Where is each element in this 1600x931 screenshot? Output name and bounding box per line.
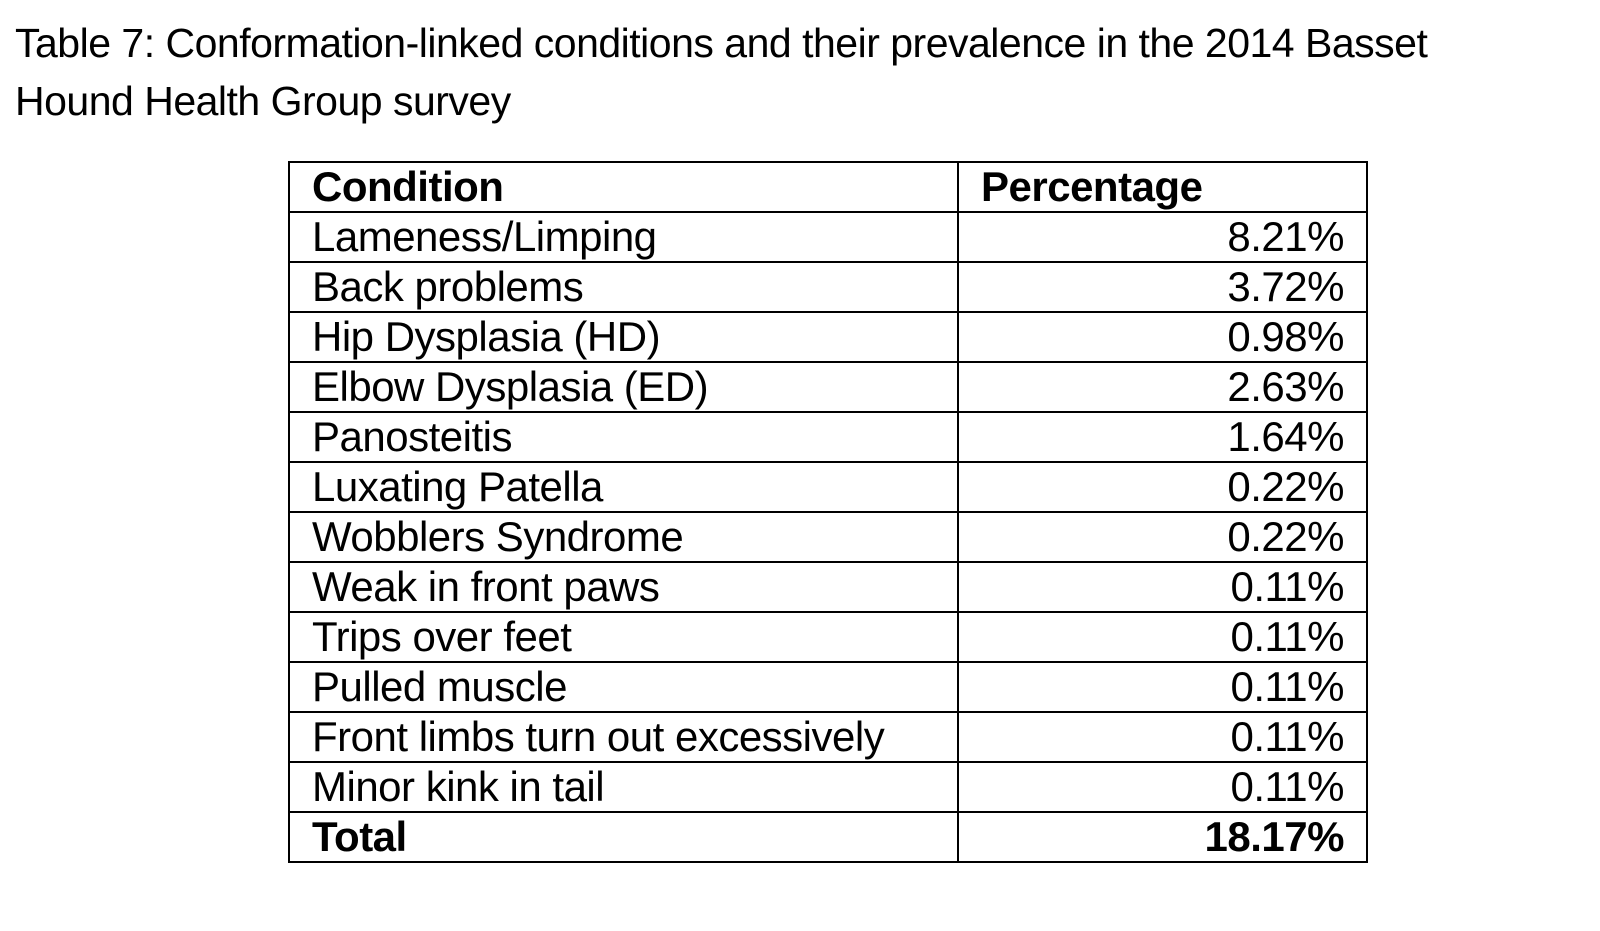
table-row: Lameness/Limping 8.21% <box>288 211 1368 263</box>
table-row: Hip Dysplasia (HD) 0.98% <box>288 311 1368 363</box>
condition-cell: Weak in front paws <box>288 561 959 613</box>
condition-cell: Trips over feet <box>288 611 959 663</box>
percentage-cell: 0.22% <box>957 511 1368 563</box>
percentage-cell: 1.64% <box>957 411 1368 463</box>
table-row: Luxating Patella 0.22% <box>288 461 1368 513</box>
table-caption: Table 7: Conformation-linked conditions … <box>15 20 1428 124</box>
condition-cell: Wobblers Syndrome <box>288 511 959 563</box>
prevalence-table: Condition Percentage Lameness/Limping 8.… <box>288 161 1368 863</box>
percentage-cell: 8.21% <box>957 211 1368 263</box>
condition-cell: Pulled muscle <box>288 661 959 713</box>
total-percentage-cell: 18.17% <box>957 811 1368 863</box>
percentage-cell: 0.98% <box>957 311 1368 363</box>
table-row: Pulled muscle 0.11% <box>288 661 1368 713</box>
table-row: Front limbs turn out excessively 0.11% <box>288 711 1368 763</box>
table-row: Back problems 3.72% <box>288 261 1368 313</box>
table-row: Weak in front paws 0.11% <box>288 561 1368 613</box>
percentage-cell: 0.11% <box>957 661 1368 713</box>
percentage-cell: 0.22% <box>957 461 1368 513</box>
condition-cell: Minor kink in tail <box>288 761 959 813</box>
percentage-cell: 0.11% <box>957 761 1368 813</box>
table-row: Panosteitis 1.64% <box>288 411 1368 463</box>
percentage-cell: 3.72% <box>957 261 1368 313</box>
condition-cell: Hip Dysplasia (HD) <box>288 311 959 363</box>
table-row: Trips over feet 0.11% <box>288 611 1368 663</box>
total-row: Total 18.17% <box>288 811 1368 863</box>
table-row: Elbow Dysplasia (ED) 2.63% <box>288 361 1368 413</box>
percentage-cell: 2.63% <box>957 361 1368 413</box>
total-label-cell: Total <box>288 811 959 863</box>
condition-cell: Panosteitis <box>288 411 959 463</box>
header-row: Condition Percentage <box>288 161 1368 213</box>
column-header-percentage: Percentage <box>957 161 1368 213</box>
condition-cell: Back problems <box>288 261 959 313</box>
percentage-cell: 0.11% <box>957 711 1368 763</box>
column-header-condition: Condition <box>288 161 959 213</box>
condition-cell: Front limbs turn out excessively <box>288 711 959 763</box>
condition-cell: Lameness/Limping <box>288 211 959 263</box>
table-row: Wobblers Syndrome 0.22% <box>288 511 1368 563</box>
condition-cell: Luxating Patella <box>288 461 959 513</box>
condition-cell: Elbow Dysplasia (ED) <box>288 361 959 413</box>
percentage-cell: 0.11% <box>957 611 1368 663</box>
percentage-cell: 0.11% <box>957 561 1368 613</box>
table-row: Minor kink in tail 0.11% <box>288 761 1368 813</box>
